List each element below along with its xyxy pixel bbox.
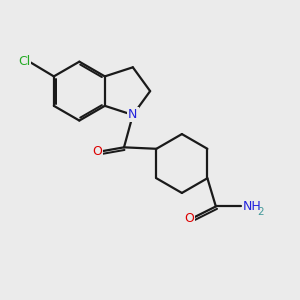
Text: N: N [128,108,137,122]
Text: Cl: Cl [18,55,30,68]
Text: O: O [184,212,194,225]
Text: NH: NH [242,200,261,213]
Text: O: O [93,145,102,158]
Text: 2: 2 [257,207,264,217]
